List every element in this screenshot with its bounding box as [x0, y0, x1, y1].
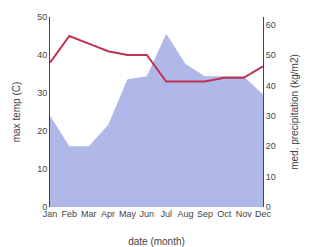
svg-text:Jan: Jan [43, 209, 58, 219]
svg-text:Mar: Mar [81, 209, 97, 219]
svg-text:20: 20 [37, 126, 47, 136]
svg-text:Dec: Dec [255, 209, 272, 219]
svg-text:May: May [119, 209, 137, 219]
svg-text:60: 60 [266, 20, 276, 30]
svg-text:50: 50 [37, 12, 47, 22]
svg-text:30: 30 [37, 88, 47, 98]
svg-text:Jun: Jun [140, 209, 155, 219]
svg-text:40: 40 [266, 81, 276, 91]
svg-text:Sep: Sep [197, 209, 213, 219]
svg-text:50: 50 [266, 50, 276, 60]
svg-text:Oct: Oct [217, 209, 232, 219]
svg-text:Aug: Aug [178, 209, 194, 219]
svg-text:10: 10 [37, 164, 47, 174]
svg-text:Feb: Feb [62, 209, 78, 219]
svg-text:med. precipitation (kg/m2): med. precipitation (kg/m2) [289, 54, 300, 170]
svg-text:10: 10 [266, 172, 276, 182]
svg-text:Apr: Apr [101, 209, 115, 219]
svg-text:date (month): date (month) [128, 236, 185, 247]
svg-text:0: 0 [42, 202, 47, 212]
svg-text:20: 20 [266, 141, 276, 151]
svg-text:30: 30 [266, 111, 276, 121]
svg-text:max temp (C): max temp (C) [11, 82, 22, 143]
svg-text:0: 0 [266, 202, 271, 212]
svg-text:Jul: Jul [160, 209, 172, 219]
svg-text:Nov: Nov [236, 209, 253, 219]
svg-text:40: 40 [37, 50, 47, 60]
